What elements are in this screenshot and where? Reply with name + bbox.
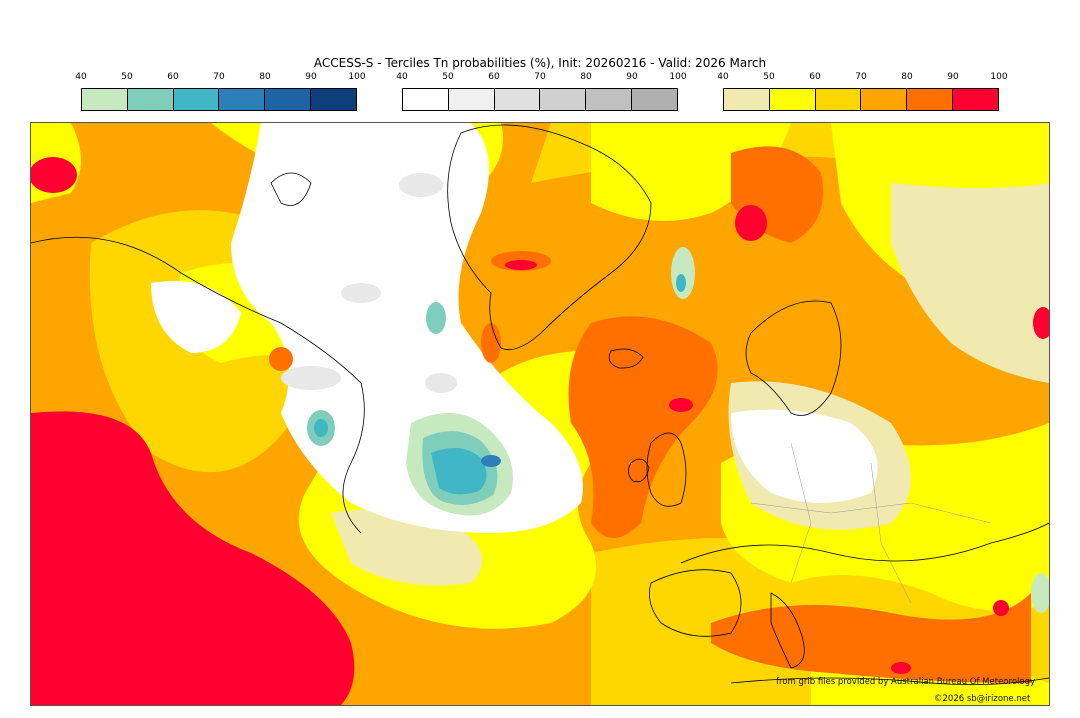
continental-coast [680, 522, 1049, 564]
colorbar-ticks: 40 50 60 70 80 90 100 [75, 72, 365, 84]
color-swatch [311, 89, 356, 110]
tick-label: 90 [626, 72, 638, 82]
tick-label: 90 [947, 72, 959, 82]
north-africa-coast [730, 677, 1049, 686]
color-swatch [448, 89, 495, 110]
color-swatch [632, 89, 677, 110]
tick-label: 60 [809, 72, 821, 82]
color-swatch [586, 89, 633, 110]
colorbar-ticks: 40 50 60 70 80 90 100 [396, 72, 686, 84]
band-90-100 [31, 157, 1049, 705]
tick-label: 40 [717, 72, 729, 82]
map-svg [31, 123, 1049, 705]
colorbar-ticks: 40 50 60 70 80 90 100 [717, 72, 1007, 84]
copyright: ©2026 sb@irizone.net [934, 694, 1031, 704]
tick-label: 100 [990, 72, 1008, 82]
colorbar-swatches [402, 88, 678, 111]
tick-label: 80 [901, 72, 913, 82]
colorbar-swatches [81, 88, 357, 111]
tick-label: 40 [396, 72, 408, 82]
colorbar-near-normal: 40 50 60 70 80 90 100 [396, 72, 687, 112]
tick-label: 50 [442, 72, 454, 82]
great-britain-coast [646, 432, 687, 507]
color-swatch [953, 89, 998, 110]
color-swatch [540, 89, 587, 110]
color-swatch [724, 89, 770, 110]
greenland-coast [447, 124, 652, 351]
tick-label: 60 [167, 72, 179, 82]
tick-label: 40 [75, 72, 87, 82]
color-swatch [769, 89, 816, 110]
tick-label: 60 [488, 72, 500, 82]
color-swatch [173, 89, 220, 110]
coastlines [31, 124, 1049, 686]
color-swatch [494, 89, 541, 110]
color-swatch [219, 89, 266, 110]
north-america-coast [31, 236, 365, 534]
tick-label: 50 [763, 72, 775, 82]
color-swatch [403, 89, 449, 110]
color-swatch [861, 89, 908, 110]
baffin-coast [270, 172, 312, 206]
colorbar-above-normal: 40 50 60 70 80 90 100 [717, 72, 1008, 112]
tick-label: 100 [669, 72, 687, 82]
color-swatch [907, 89, 954, 110]
tick-label: 90 [305, 72, 317, 82]
band-near-normal-grey [281, 173, 457, 393]
tick-label: 50 [121, 72, 133, 82]
tick-label: 70 [534, 72, 546, 82]
tick-label: 80 [259, 72, 271, 82]
below-normal-blobs [307, 247, 1049, 613]
color-swatch [82, 89, 128, 110]
data-credit: from grib files provided by Australian B… [776, 677, 1036, 687]
color-swatch [127, 89, 174, 110]
ireland-coast [628, 458, 650, 483]
color-swatch [815, 89, 862, 110]
probability-map [30, 122, 1050, 706]
tick-label: 100 [348, 72, 366, 82]
colorbar-swatches [723, 88, 999, 111]
chart-title: ACCESS-S - Terciles Tn probabilities (%)… [313, 56, 767, 70]
iceland-coast [608, 348, 644, 369]
colorbar-below-normal: 40 50 60 70 80 90 100 [75, 72, 366, 112]
iberia-coast [648, 569, 742, 637]
tick-label: 70 [213, 72, 225, 82]
country-borders [750, 442, 992, 604]
color-swatch [265, 89, 312, 110]
tick-label: 80 [580, 72, 592, 82]
tick-label: 70 [855, 72, 867, 82]
scandinavia-coast [745, 300, 842, 416]
italy-coast [770, 592, 805, 669]
